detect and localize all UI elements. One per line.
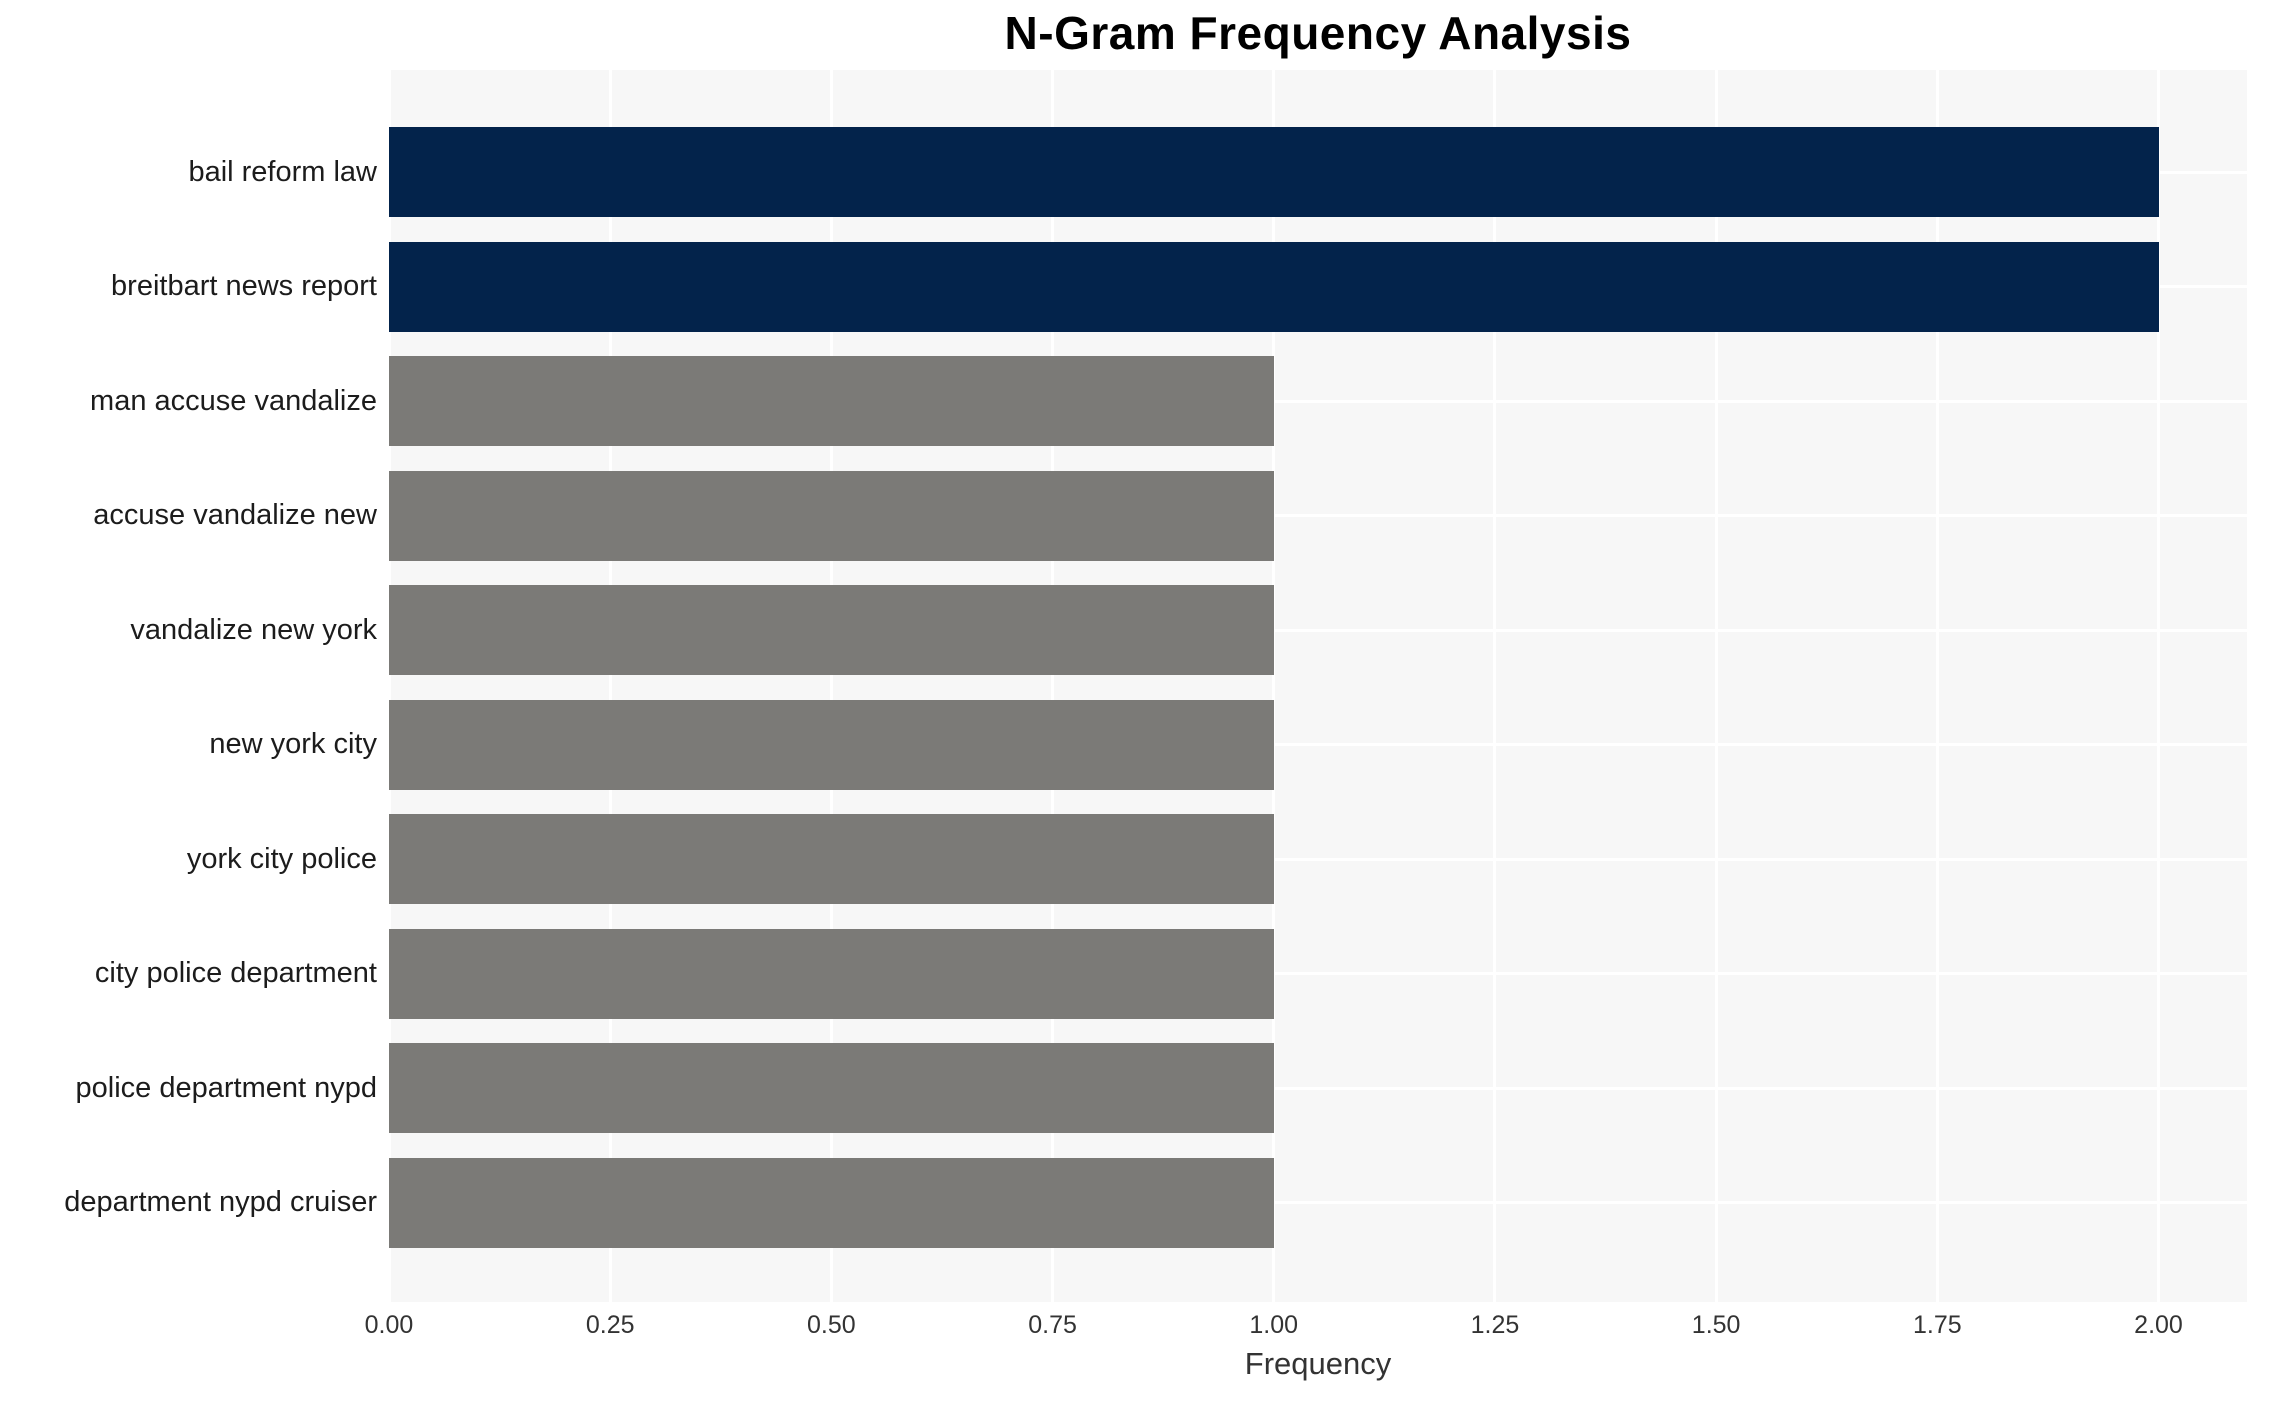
gridline-vertical [1714, 70, 1718, 1302]
y-tick-label: city police department [94, 957, 377, 989]
gridline-horizontal [389, 1086, 2247, 1090]
bar [389, 470, 1274, 561]
gridline-horizontal [389, 628, 2247, 632]
x-tick-label: 1.25 [1470, 1311, 1520, 1339]
bar [389, 1043, 1274, 1133]
bar [389, 585, 1274, 675]
gridline-horizontal [389, 1201, 2247, 1204]
gridline-vertical [608, 70, 612, 1302]
bar [389, 928, 1274, 1019]
bar [389, 814, 1274, 904]
y-tick-label: accuse vandalize new [93, 499, 377, 531]
bar [389, 1157, 1274, 1248]
x-tick-label: 0.75 [1028, 1311, 1077, 1339]
bar [389, 356, 1274, 446]
gridline-vertical [829, 70, 833, 1302]
x-tick-label: 2.00 [2134, 1311, 2183, 1339]
bar [389, 241, 2159, 332]
y-tick-label: police department nypd [75, 1071, 377, 1104]
y-tick-label: department nypd cruiser [64, 1186, 377, 1218]
bar [389, 127, 2159, 217]
x-tick-label: 0.00 [364, 1311, 414, 1339]
gridline-horizontal [389, 972, 2247, 975]
x-tick-label: 1.00 [1249, 1311, 1299, 1339]
gridline-vertical [1051, 70, 1055, 1302]
y-tick-label: man accuse vandalize [90, 384, 377, 417]
y-tick-label: breitbart news report [111, 270, 377, 302]
plot-area [387, 70, 2247, 1302]
x-tick-label: 1.50 [1691, 1311, 1741, 1339]
y-tick-label: york city police [186, 842, 377, 875]
y-tick-label: new york city [209, 728, 377, 760]
x-tick-label: 0.50 [807, 1311, 856, 1339]
gridline-vertical [387, 70, 391, 1302]
gridline-vertical [1935, 70, 1939, 1302]
gridline-vertical [1272, 70, 1276, 1302]
gridline-horizontal [389, 743, 2247, 746]
y-tick-label: bail reform law [188, 155, 377, 188]
chart-title: N-Gram Frequency Analysis [1004, 7, 1632, 59]
x-axis-title: Frequency [1244, 1346, 1392, 1381]
gridline-vertical [1493, 70, 1497, 1302]
x-tick-label: 0.25 [585, 1311, 635, 1339]
y-tick-label: vandalize new york [130, 613, 377, 646]
x-tick-label: 1.75 [1912, 1311, 1962, 1339]
gridline-horizontal [389, 399, 2247, 403]
bar [389, 699, 1274, 790]
gridline-horizontal [389, 514, 2247, 517]
gridline-vertical [2157, 70, 2161, 1302]
gridline-horizontal [389, 857, 2247, 861]
